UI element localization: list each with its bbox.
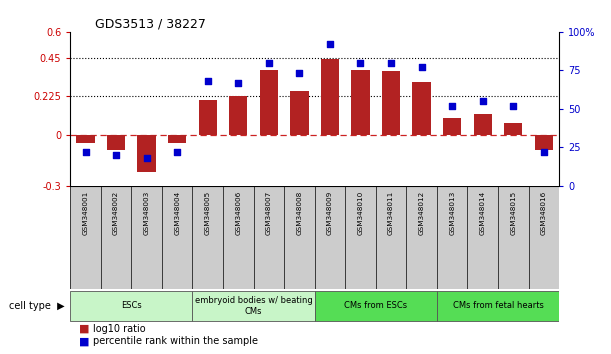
Point <box>447 103 457 109</box>
Point <box>386 60 396 65</box>
Text: GSM348012: GSM348012 <box>419 191 425 235</box>
Text: GSM348009: GSM348009 <box>327 191 333 235</box>
Text: ■: ■ <box>79 337 90 347</box>
Text: log10 ratio: log10 ratio <box>93 324 145 334</box>
Bar <box>137 135 156 172</box>
Text: GSM348005: GSM348005 <box>205 191 211 235</box>
Point <box>295 71 304 76</box>
Text: GSM348001: GSM348001 <box>82 191 89 235</box>
Bar <box>443 118 461 135</box>
Text: GSM348003: GSM348003 <box>144 191 150 235</box>
Text: GSM348004: GSM348004 <box>174 191 180 235</box>
Point <box>417 64 426 70</box>
Point <box>478 98 488 104</box>
Bar <box>290 91 309 135</box>
Bar <box>351 69 370 135</box>
Text: GSM348016: GSM348016 <box>541 191 547 235</box>
Point <box>233 80 243 86</box>
Point <box>508 103 518 109</box>
Point <box>539 149 549 155</box>
Bar <box>437 291 559 321</box>
Text: GSM348007: GSM348007 <box>266 191 272 235</box>
Text: CMs from ESCs: CMs from ESCs <box>344 301 408 310</box>
Point <box>142 155 152 161</box>
Text: GSM348015: GSM348015 <box>510 191 516 235</box>
Bar <box>260 69 278 135</box>
Text: GSM348002: GSM348002 <box>113 191 119 235</box>
Bar <box>70 291 192 321</box>
Bar <box>168 135 186 143</box>
Text: embryoid bodies w/ beating
CMs: embryoid bodies w/ beating CMs <box>195 296 312 316</box>
Text: ESCs: ESCs <box>121 301 142 310</box>
Bar <box>382 71 400 135</box>
Bar <box>76 135 95 143</box>
Bar <box>321 59 339 135</box>
Text: percentile rank within the sample: percentile rank within the sample <box>93 337 258 347</box>
Bar <box>192 291 315 321</box>
Point <box>81 149 90 155</box>
Bar <box>535 135 553 150</box>
Text: GSM348011: GSM348011 <box>388 191 394 235</box>
Bar <box>229 96 247 135</box>
Point <box>356 60 365 65</box>
Point <box>325 41 335 47</box>
Bar <box>315 291 437 321</box>
Text: GSM348008: GSM348008 <box>296 191 302 235</box>
Point <box>203 78 213 84</box>
Point <box>264 60 274 65</box>
Text: GSM348006: GSM348006 <box>235 191 241 235</box>
Bar <box>199 101 217 135</box>
Text: GDS3513 / 38227: GDS3513 / 38227 <box>95 18 205 31</box>
Text: ■: ■ <box>79 324 90 334</box>
Text: GSM348013: GSM348013 <box>449 191 455 235</box>
Point <box>111 152 121 158</box>
Text: GSM348014: GSM348014 <box>480 191 486 235</box>
Point <box>172 149 182 155</box>
Text: GSM348010: GSM348010 <box>357 191 364 235</box>
Bar <box>474 114 492 135</box>
Text: CMs from fetal hearts: CMs from fetal hearts <box>453 301 543 310</box>
Bar <box>412 81 431 135</box>
Bar <box>107 135 125 150</box>
Text: cell type  ▶: cell type ▶ <box>9 301 64 311</box>
Bar <box>504 122 522 135</box>
